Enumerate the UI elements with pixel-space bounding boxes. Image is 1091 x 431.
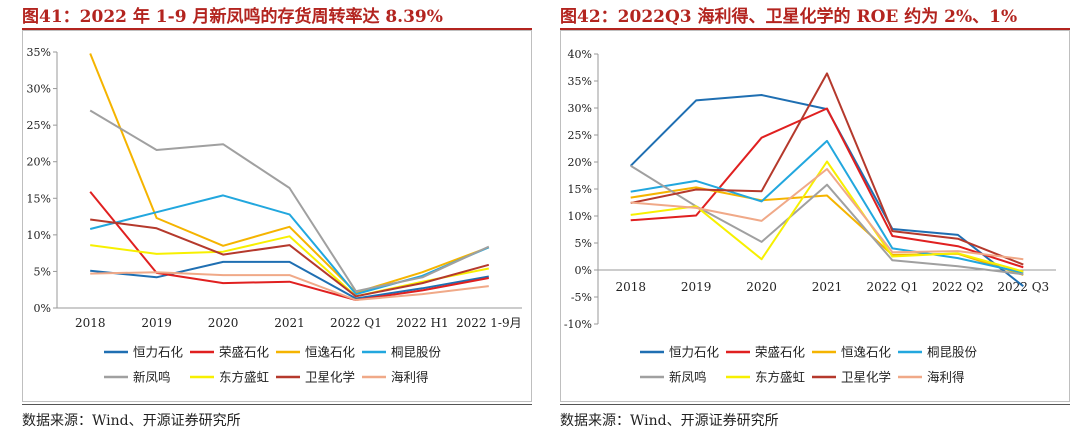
right-series-line-7	[630, 72, 1024, 266]
right-y-tick-label: -10%	[564, 318, 592, 331]
left-chart-frame	[22, 30, 532, 402]
left-figure-title: 图41：2022 年 1-9 月新凤鸣的存货周转率达 8.39%	[22, 7, 443, 27]
left-legend-item: 新凤鸣	[104, 370, 171, 385]
right-y-tick-label: 35%	[568, 75, 592, 88]
left-y-tick-label: 35%	[27, 46, 51, 59]
right-title-rule	[560, 28, 1070, 30]
left-legend-item: 恒逸石化	[276, 345, 356, 360]
right-series-line-3	[630, 186, 1024, 276]
left-legend-item: 卫星化学	[276, 370, 355, 385]
right-source-note: 数据来源：Wind、开源证券研究所	[560, 413, 779, 429]
left-x-tick-label: 2022 1-9月	[456, 316, 522, 330]
right-legend-label: 荣盛石化	[755, 345, 806, 360]
right-y-tick-label: 10%	[568, 210, 592, 223]
right-series-line-2	[630, 107, 1024, 269]
left-series-line-4	[89, 194, 490, 296]
left-legend-label: 荣盛石化	[219, 345, 270, 360]
left-legend-item: 桐昆股份	[362, 345, 442, 360]
left-legend-label: 卫星化学	[305, 370, 355, 385]
right-y-tick-label: 25%	[568, 129, 592, 142]
right-y-tick-label: -5%	[571, 291, 592, 304]
right-legend-item: 恒力石化	[640, 345, 720, 360]
left-series-line-6	[90, 235, 489, 298]
left-x-tick-label: 2022 H1	[396, 316, 448, 330]
left-x-tick-label: 2019	[141, 316, 172, 330]
right-legend-item: 新凤鸣	[640, 370, 707, 385]
right-legend-item: 恒逸石化	[812, 345, 892, 360]
right-legend-item: 荣盛石化	[726, 345, 806, 360]
left-source-note: 数据来源：Wind、开源证券研究所	[22, 413, 241, 429]
left-y-tick-label: 15%	[27, 192, 51, 205]
right-y-tick-label: 40%	[568, 48, 592, 61]
right-x-tick-label: 2018	[615, 280, 646, 294]
right-legend-item: 卫星化学	[812, 370, 891, 385]
right-legend-item: 桐昆股份	[898, 345, 978, 360]
right-legend-label: 恒逸石化	[841, 345, 892, 360]
left-y-tick-label: 10%	[27, 229, 51, 242]
left-y-tick-label: 5%	[34, 265, 51, 278]
left-series-line-3	[89, 53, 490, 294]
right-x-tick-label: 2022 Q2	[932, 280, 984, 294]
right-series-line-4	[630, 139, 1024, 274]
left-y-tick-label: 30%	[27, 83, 51, 96]
right-x-tick-label: 2022 Q3	[997, 280, 1049, 294]
left-series-line-1	[90, 260, 489, 300]
left-legend-item: 东方盛虹	[190, 370, 270, 385]
left-legend-item: 荣盛石化	[190, 345, 270, 360]
left-x-tick-label: 2022 Q1	[330, 316, 382, 330]
right-legend-item: 海利得	[898, 370, 965, 385]
right-y-tick-label: 30%	[568, 102, 592, 115]
right-x-tick-label: 2021	[812, 280, 843, 294]
right-y-tick-label: 5%	[575, 237, 592, 250]
right-line-chart: -10% -5% 0% 5% 10% 15% 20% 25% 30% 35% 40% 2018 2019…	[560, 30, 1070, 402]
right-y-tick-label: 20%	[568, 156, 592, 169]
left-legend-item: 恒力石化	[104, 345, 184, 360]
right-figure-title: 图42：2022Q3 海利得、卫星化学的 ROE 约为 2%、1%	[560, 7, 1018, 27]
right-x-tick-label: 2020	[746, 280, 777, 294]
left-legend-label: 恒逸石化	[305, 345, 356, 360]
left-series-line-5	[89, 109, 490, 293]
left-line-chart: 0% 5% 10% 15% 20% 25% 30% 35% 2018 2019 2020 2021 20…	[22, 30, 532, 402]
right-legend-item: 东方盛虹	[726, 370, 806, 385]
right-legend-label: 桐昆股份	[927, 345, 978, 360]
left-x-tick-label: 2020	[208, 316, 239, 330]
right-x-tick-label: 2022 Q1	[867, 280, 919, 294]
left-legend-label: 海利得	[391, 370, 429, 385]
left-y-tick-label: 20%	[27, 156, 51, 169]
right-source-rule	[560, 404, 1070, 405]
left-legend-label: 桐昆股份	[391, 345, 442, 360]
right-y-tick-label: 0%	[575, 264, 592, 277]
left-legend-label: 东方盛虹	[219, 370, 270, 385]
left-title-rule	[22, 28, 532, 30]
left-series-line-7	[90, 218, 490, 298]
right-y-tick-label: 15%	[568, 183, 592, 196]
left-source-rule	[22, 404, 532, 405]
right-chart-frame	[560, 30, 1070, 402]
left-y-tick-label: 25%	[27, 119, 51, 132]
right-legend-label: 卫星化学	[841, 370, 891, 385]
right-legend-label: 东方盛虹	[755, 370, 806, 385]
right-series-line-6	[630, 160, 1024, 273]
right-legend-label: 海利得	[927, 370, 965, 385]
right-legend-label: 新凤鸣	[669, 370, 707, 385]
left-y-tick-label: 0%	[34, 302, 51, 315]
left-x-tick-label: 2021	[274, 316, 305, 330]
right-x-tick-label: 2019	[681, 280, 712, 294]
left-x-tick-label: 2018	[75, 316, 106, 330]
left-legend-label: 恒力石化	[133, 345, 184, 360]
left-legend-item: 海利得	[362, 370, 429, 385]
left-legend-label: 新凤鸣	[133, 370, 171, 385]
right-legend-label: 恒力石化	[669, 345, 720, 360]
right-series-line-8	[630, 168, 1024, 261]
left-series-line-8	[90, 271, 489, 301]
